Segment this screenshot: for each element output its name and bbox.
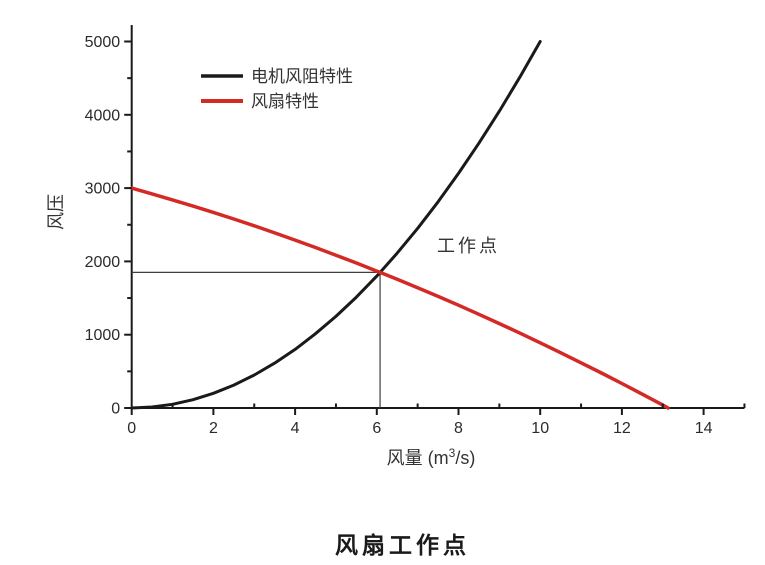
x-tick-label: 14 [695,420,713,437]
legend-label-motor-curve: 电机风阻特性 [251,67,353,86]
x-tick-label: 2 [209,420,218,437]
x-axis-title-superscript: 3 [449,446,456,460]
tick-marks [124,40,746,415]
legend-label-fan-curve: 风扇特性 [251,92,319,111]
x-tick-label: 0 [127,420,136,437]
figure-caption: 风扇工作点 [335,532,470,558]
legend: 电机风阻特性 风扇特性 [201,67,353,111]
motor-resistance-curve [130,40,542,410]
x-tick-label: 8 [454,420,463,437]
x-tick-label: 6 [372,420,381,437]
x-tick-label: 4 [291,420,300,437]
y-tick-label: 3000 [85,181,121,198]
y-tick-label: 4000 [85,107,121,124]
x-tick-label: 10 [531,420,549,437]
operating-point-label: 工作点 [437,236,500,256]
curves [129,40,670,410]
fan-operating-point-chart: 0 2 4 6 8 10 12 14 0 1000 2000 3000 4000 5000 风压 风量 (… [46,25,746,468]
fan-characteristic-curve [129,186,670,410]
y-tick-label: 1000 [85,327,121,344]
x-axis-title-pre: 风量 (m [387,448,449,468]
x-tick-label: 12 [613,420,631,437]
y-tick-label: 0 [111,401,120,418]
reference-lines [131,271,381,408]
axes [130,25,745,409]
y-tick-label: 5000 [85,34,121,51]
y-axis-title: 风压 [46,194,66,230]
y-tick-label: 2000 [85,254,121,271]
tick-labels: 0 2 4 6 8 10 12 14 0 1000 2000 3000 4000 5000 [85,34,713,437]
x-axis-title-post: /s) [455,448,475,468]
x-axis-title: 风量 (m3/s) [387,446,476,468]
